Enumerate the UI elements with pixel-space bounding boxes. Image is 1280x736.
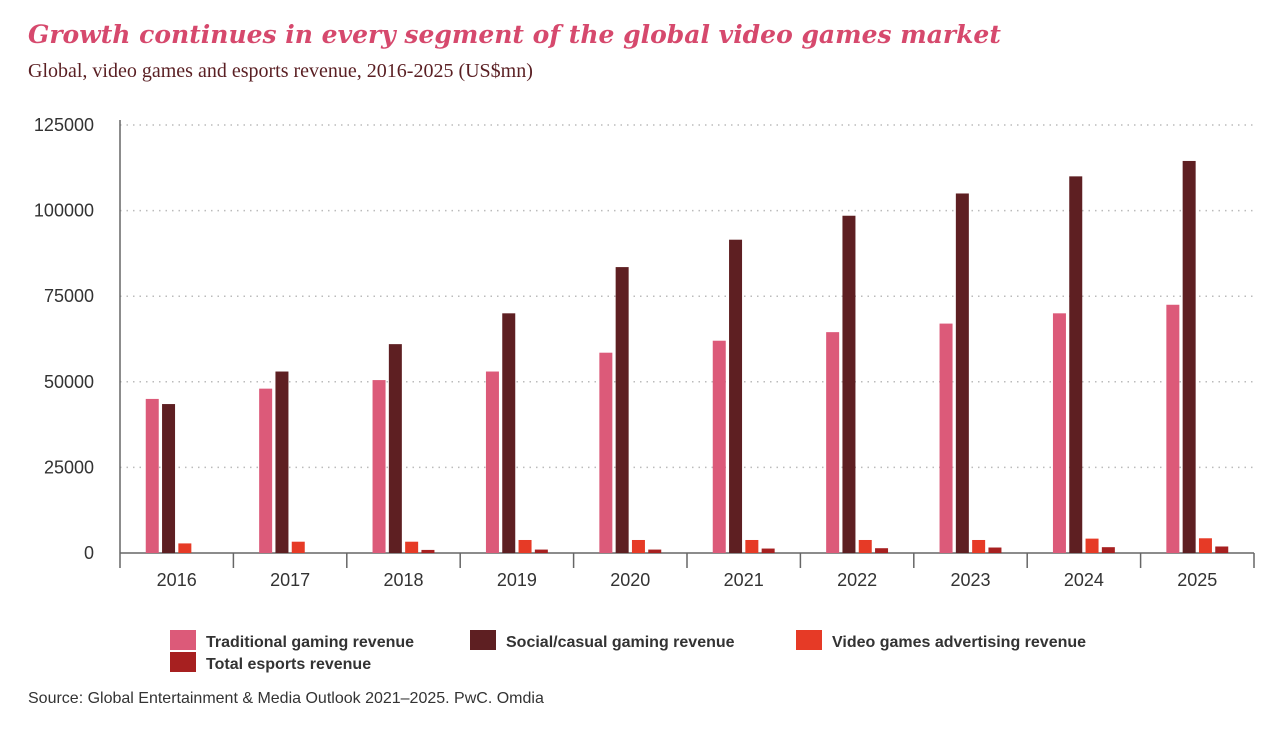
x-tick-label: 2021 <box>724 570 764 590</box>
bar <box>599 352 613 553</box>
bar <box>485 371 499 553</box>
x-tick-label: 2025 <box>1177 570 1217 590</box>
bar <box>745 539 759 553</box>
bar <box>955 193 969 554</box>
bar <box>145 398 159 553</box>
y-tick-label: 50000 <box>44 372 94 392</box>
axes: 0 25000 50000 75000 100000 125000 2016 2017 2018… <box>34 115 1255 590</box>
x-tick-label: 2022 <box>837 570 877 590</box>
bar <box>729 239 743 554</box>
bar <box>259 388 273 553</box>
bar <box>858 539 872 553</box>
bar <box>988 547 1002 553</box>
x-tick-label: 2023 <box>950 570 990 590</box>
bar <box>712 340 726 553</box>
x-tick-label: 2019 <box>497 570 537 590</box>
bar <box>615 267 629 553</box>
legend-swatch <box>470 630 496 650</box>
x-tick-label: 2016 <box>157 570 197 590</box>
y-tick-label: 0 <box>84 543 94 563</box>
legend: Traditional gaming revenue Social/casual … <box>170 630 1086 673</box>
y-tick-label: 100000 <box>34 201 94 221</box>
bar <box>939 323 953 553</box>
legend-label: Total esports revenue <box>206 656 371 673</box>
bar <box>502 313 516 553</box>
bar <box>405 541 419 553</box>
bar <box>761 548 775 553</box>
legend-label: Traditional gaming revenue <box>206 634 414 651</box>
legend-swatch <box>170 652 196 672</box>
chart-title: Growth continues in every segment of the… <box>28 20 1001 49</box>
bar <box>1085 538 1099 553</box>
y-tick-label: 25000 <box>44 457 94 477</box>
bar <box>972 539 986 553</box>
bar <box>372 380 386 553</box>
bar <box>1166 304 1180 553</box>
bar <box>275 371 289 553</box>
bar <box>162 404 176 553</box>
bar <box>1215 546 1229 553</box>
source-note: Source: Global Entertainment & Media Out… <box>28 690 544 707</box>
bar <box>534 549 548 553</box>
y-tick-label: 75000 <box>44 286 94 306</box>
bar <box>842 215 856 553</box>
bar <box>518 539 532 553</box>
bar <box>875 548 889 553</box>
x-tick-label: 2020 <box>610 570 650 590</box>
legend-swatch <box>170 630 196 650</box>
bar <box>826 332 840 553</box>
legend-swatch <box>796 630 822 650</box>
bar <box>1198 538 1212 553</box>
bar <box>1101 547 1115 553</box>
bar <box>178 543 192 553</box>
legend-label: Video games advertising revenue <box>832 634 1086 651</box>
bar <box>648 549 662 553</box>
bar <box>421 549 435 553</box>
bar <box>1052 313 1066 553</box>
x-tick-label: 2017 <box>270 570 310 590</box>
x-tick-label: 2024 <box>1064 570 1104 590</box>
legend-label: Social/casual gaming revenue <box>506 634 735 651</box>
bars <box>145 160 1229 554</box>
chart-subtitle: Global, video games and esports revenue,… <box>28 60 533 82</box>
gridlines <box>120 124 1254 469</box>
y-tick-label: 125000 <box>34 115 94 135</box>
bar <box>1069 176 1083 554</box>
bar <box>1182 160 1196 553</box>
bar <box>388 344 402 553</box>
bar <box>291 541 305 553</box>
bar <box>631 539 645 553</box>
x-tick-label: 2018 <box>383 570 423 590</box>
